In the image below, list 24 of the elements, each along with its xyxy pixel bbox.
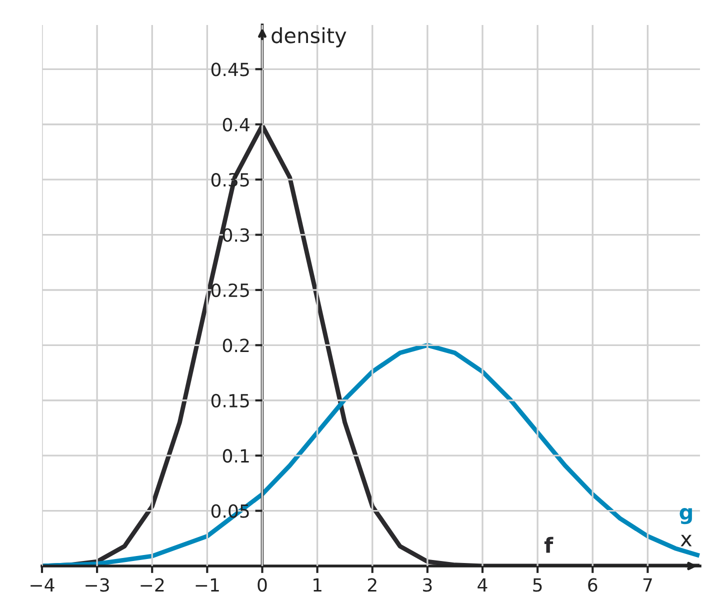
x-axis-title: x bbox=[680, 534, 692, 546]
x-tick-label: 1 bbox=[314, 578, 322, 592]
y-tick-label: 0.15 bbox=[211, 394, 249, 408]
x-tick-label: 5 bbox=[533, 578, 542, 592]
x-tick-label: −2 bbox=[140, 578, 164, 592]
x-tick-label: 4 bbox=[478, 578, 488, 592]
x-tick-label: −1 bbox=[196, 578, 219, 592]
y-axis-title: density bbox=[272, 27, 346, 48]
y-tick-label: 0.4 bbox=[222, 118, 250, 132]
y-tick-label: 0.45 bbox=[211, 62, 249, 76]
y-tick-label: 0.2 bbox=[222, 338, 249, 352]
x-tick-label: 7 bbox=[643, 578, 652, 592]
x-tick-label: −3 bbox=[86, 578, 109, 592]
x-tick-label: 3 bbox=[423, 578, 432, 592]
y-tick-label: 0.25 bbox=[211, 283, 249, 298]
x-tick-label: 6 bbox=[588, 578, 598, 592]
series-label: g bbox=[680, 508, 692, 524]
y-tick-label: 0.1 bbox=[222, 449, 249, 463]
x-tick-label: 0 bbox=[258, 578, 267, 592]
y-tick-label: 0.05 bbox=[211, 504, 249, 518]
y-tick-label: 0.3 bbox=[222, 228, 249, 242]
series-label: f bbox=[544, 536, 554, 553]
x-tick-label: 2 bbox=[368, 578, 376, 592]
x-tick-label: −4 bbox=[30, 578, 54, 592]
